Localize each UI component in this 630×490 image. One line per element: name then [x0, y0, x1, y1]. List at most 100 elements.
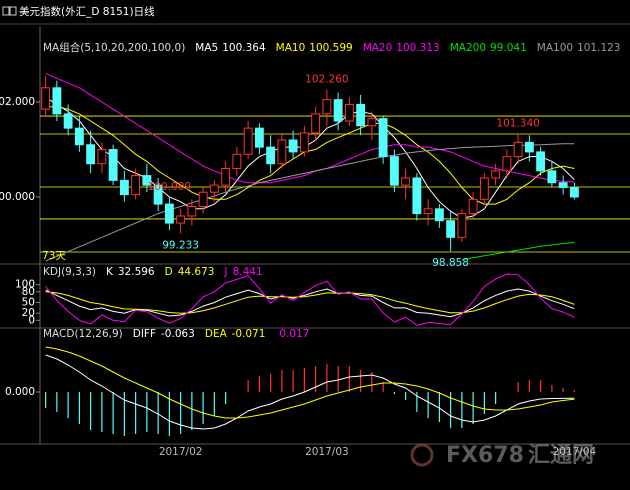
candle-body: [97, 149, 107, 165]
legend-name: MA20: [363, 42, 393, 54]
legend-value: 101.123: [577, 42, 620, 54]
candle-body: [232, 153, 242, 169]
candle-body: [277, 139, 287, 165]
candle-body: [479, 177, 489, 200]
candle-body: [356, 103, 366, 127]
legend-name: MA10: [276, 42, 306, 54]
candle-body: [153, 184, 163, 205]
candle-body: [142, 175, 152, 186]
annotation: 101.340: [496, 117, 539, 129]
candle-body: [457, 213, 467, 238]
candle-body: [119, 179, 129, 196]
panel-header: MACD(12,26,9) DIFF -0.063 DEA -0.071 0.017: [43, 328, 309, 340]
legend-name: D: [165, 266, 173, 278]
candle-body: [63, 113, 73, 129]
candle-body: [423, 208, 433, 215]
y-tick-label: 0.000: [5, 386, 35, 398]
legend-name: MA5: [195, 42, 218, 54]
series-line: [45, 346, 575, 419]
series-line: [45, 288, 575, 318]
candle-body: [198, 191, 208, 207]
legend-value: 100.364: [222, 42, 266, 54]
series-line: [45, 291, 575, 314]
watermark: FX678: [446, 443, 524, 468]
candle-body: [131, 175, 141, 196]
legend-name: DEA: [205, 328, 228, 340]
series-line: [45, 354, 575, 430]
candle-body: [547, 170, 557, 184]
candle-body: [333, 99, 343, 122]
candle-body: [344, 103, 354, 122]
y-tick-label: 50: [22, 297, 35, 309]
y-tick-label: 100.000: [0, 191, 35, 203]
legend-name: MA100: [537, 42, 573, 54]
title: 美元指数(外汇_D 8151)日线: [19, 5, 155, 18]
candle-body: [491, 170, 501, 179]
candle-body: [288, 139, 298, 153]
panel-title: MACD(12,26,9): [43, 328, 123, 340]
y-tick-label: 102.000: [0, 96, 35, 108]
legend-name: J: [223, 266, 227, 278]
y-tick-label: 20: [22, 307, 35, 319]
candle-body: [299, 132, 309, 153]
candle-body: [569, 186, 579, 198]
panel-header: KDJ(9,3,3) K 32.596 D 44.673 J 8.441: [43, 266, 263, 278]
series-line: [45, 73, 575, 184]
series-line: [45, 143, 575, 262]
y-tick-label: 80: [22, 286, 35, 298]
legend-value: 32.596: [118, 266, 155, 278]
legend-name: MA200: [450, 42, 486, 54]
x-tick-label: 2017/03: [305, 446, 349, 458]
series-line: [45, 96, 575, 219]
y-tick-label: 0: [28, 314, 35, 326]
candle-body: [209, 184, 219, 193]
candle-body: [41, 87, 51, 110]
legend-value: -0.071: [232, 328, 266, 340]
legend-group: MA组合(5,10,20,200,100,0): [43, 41, 185, 54]
period-label: 73天: [42, 250, 66, 262]
candle-body: [74, 127, 84, 146]
candle-body: [367, 118, 377, 127]
legend-name: K: [106, 266, 114, 278]
candle-body: [378, 118, 388, 158]
legend-value: 99.041: [490, 42, 527, 54]
candle-body: [187, 205, 197, 217]
candle-body: [446, 220, 456, 238]
legend-name: DIFF: [133, 328, 156, 340]
legend-value: 100.313: [396, 42, 439, 54]
annotation: 99.233: [162, 239, 199, 251]
candle-body: [176, 215, 186, 224]
series-line: [45, 106, 575, 205]
legend-value: 100.599: [309, 42, 352, 54]
candle-body: [401, 177, 411, 186]
candle-body: [412, 177, 422, 215]
legend-value: -0.063: [161, 328, 195, 340]
annotation: 98.858: [432, 257, 469, 269]
candle-body: [513, 141, 523, 158]
candle-body: [86, 144, 96, 165]
legend-value: 44.673: [178, 266, 215, 278]
candle-body: [536, 151, 546, 172]
candle-body: [108, 149, 118, 181]
candle-body: [524, 141, 534, 153]
title-icon: [9, 6, 17, 16]
candle-body: [434, 208, 444, 222]
y-tick-label: 100: [15, 279, 35, 291]
candle-body: [502, 156, 512, 172]
candle-body: [221, 167, 231, 186]
x-tick-label: 2017/02: [159, 446, 203, 458]
legend-value: 8.441: [233, 266, 263, 278]
candle-body: [254, 127, 264, 148]
candle-body: [266, 146, 276, 165]
series-line: [461, 242, 575, 261]
annotation: 102.260: [305, 74, 348, 86]
series-line: [45, 273, 575, 326]
candle-body: [389, 156, 399, 186]
candle-body: [52, 87, 62, 115]
candle-body: [468, 198, 478, 215]
candle-body: [311, 113, 321, 134]
watermark-logo: [410, 443, 434, 467]
